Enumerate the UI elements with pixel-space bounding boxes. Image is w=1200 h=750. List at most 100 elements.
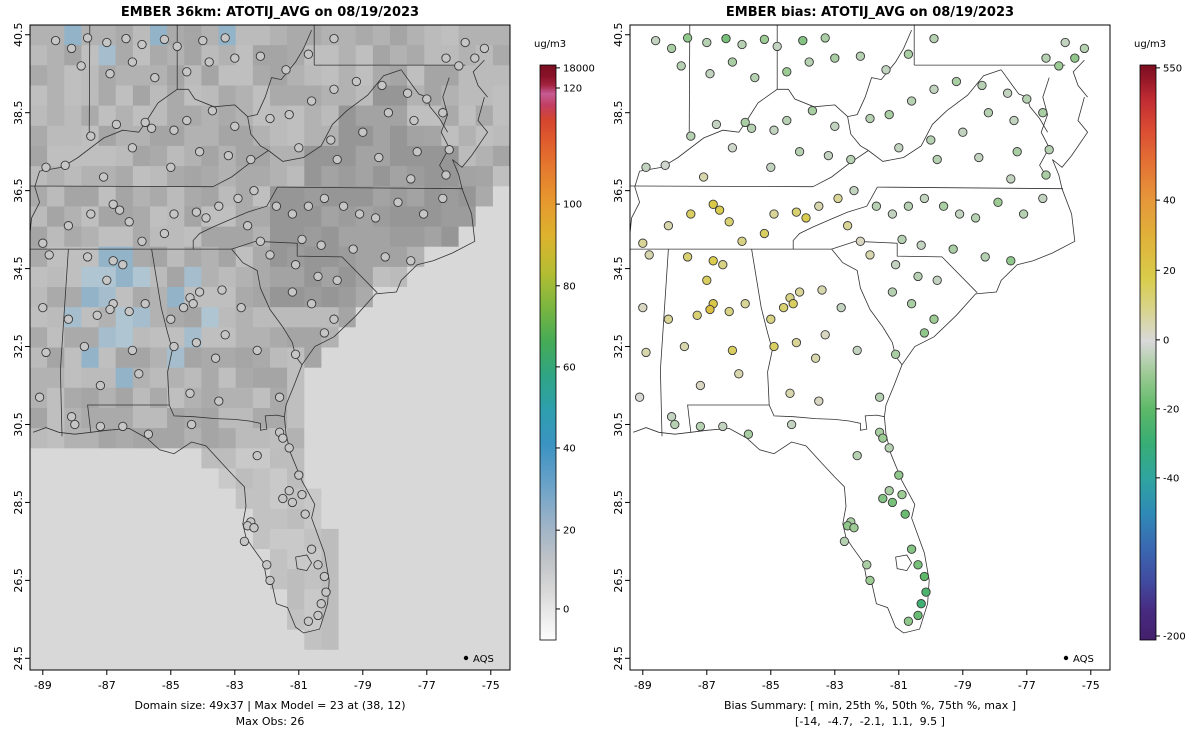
boundary-line [472, 59, 488, 98]
boundary-line [268, 69, 402, 162]
station-dot [727, 57, 738, 67]
station-dot [185, 388, 195, 398]
station-dot [807, 106, 818, 116]
x-tick-label: -75 [482, 679, 500, 692]
station-dot [198, 35, 208, 46]
station-dot [204, 57, 214, 67]
station-dot [380, 252, 390, 262]
y-tick-label: 36.5 [12, 178, 25, 203]
station-dot [846, 154, 856, 165]
station-dot [214, 201, 224, 211]
station-dot [290, 349, 301, 359]
station-dot [948, 244, 958, 254]
station-dot [830, 121, 840, 131]
x-tick-label: -81 [890, 679, 908, 692]
boundary-line [895, 554, 913, 572]
station-dot [111, 119, 122, 130]
colorbar: 550 40 20 0 -20 -40 -200 ug/m3 [1134, 39, 1186, 642]
station-dot [470, 53, 480, 63]
station-dot [220, 330, 230, 340]
station-dot [255, 236, 266, 246]
station-dot [839, 536, 850, 547]
station-dot [38, 302, 48, 313]
station-dot [695, 421, 706, 432]
station-dot [329, 33, 339, 44]
station-dot [479, 43, 490, 54]
station-dot [740, 299, 750, 309]
station-dot [852, 450, 862, 461]
colorbar-tick-label: 40 [563, 443, 576, 454]
colorbar-tick-label: 0 [1163, 335, 1169, 346]
station-dot [1060, 37, 1070, 48]
station-dot [191, 207, 202, 217]
station-dot [316, 599, 326, 609]
station-dot [638, 302, 648, 313]
x-tick-label: -83 [226, 679, 244, 692]
station-dot [679, 341, 690, 352]
model-map-canvas: -89 -87 -85 -83 -81 -79 -77 -75 24.5 26.5 28.5 30.5… [12, 22, 595, 692]
station-dot [297, 489, 307, 500]
station-dot [159, 228, 170, 239]
station-dot [702, 37, 712, 48]
station-dot [903, 201, 914, 211]
station-dot [711, 119, 722, 130]
boundary-line [847, 116, 869, 151]
station-dot [878, 493, 888, 504]
x-tick-label: -85 [162, 679, 180, 692]
station-dot [297, 234, 307, 245]
station-dot [166, 314, 176, 324]
station-dot [666, 412, 677, 422]
station-dot [124, 217, 134, 227]
station-dot [718, 421, 728, 432]
station-dot [438, 193, 448, 204]
x-tick-label: -81 [290, 679, 308, 692]
colorbar-tick-label: -40 [1163, 473, 1179, 484]
model-footer-line1: Domain size: 49x37 | Max Model = 23 at (… [134, 699, 406, 712]
station-dot [887, 209, 898, 219]
station-dot [124, 306, 134, 317]
aqs-legend: AQS [1063, 654, 1094, 665]
station-dot [919, 193, 930, 204]
station-dot [650, 35, 661, 46]
stations-layer [34, 33, 490, 626]
boundary-line [247, 116, 269, 151]
station-dot [220, 33, 230, 43]
aqs-legend-label: AQS [1073, 654, 1094, 665]
boundary-line [877, 186, 1064, 190]
station-dot [137, 236, 147, 246]
station-dot [900, 509, 910, 519]
station-dot [958, 127, 968, 137]
station-dot [82, 252, 93, 262]
boundary-line [630, 185, 814, 188]
station-dot [1070, 53, 1080, 63]
station-dot [319, 328, 330, 338]
station-dot [727, 143, 738, 153]
station-dot [105, 304, 115, 315]
station-dot [98, 172, 109, 182]
station-dot [897, 489, 907, 500]
station-dot [169, 125, 179, 135]
axis-x: -89 -87 -85 -83 -81 -79 -77 -75 [634, 670, 1100, 692]
station-dot [252, 450, 262, 461]
station-dot [287, 497, 298, 508]
station-dot [34, 392, 45, 402]
bias-map-title: EMBER bias: ATOTIJ_AVG on 08/19/2023 [725, 5, 1015, 20]
station-dot [721, 33, 731, 44]
station-dot [865, 575, 875, 586]
station-dot [303, 201, 314, 211]
station-dot [929, 314, 939, 324]
y-tick-label: 28.5 [612, 490, 625, 515]
y-tick-label: 26.5 [12, 568, 25, 593]
boundary-line [88, 25, 91, 137]
station-dot [321, 587, 331, 597]
station-dot [682, 33, 693, 43]
station-dot [146, 123, 157, 133]
boundary-line [30, 185, 214, 188]
station-dot [172, 41, 182, 52]
boundary-line [151, 249, 173, 406]
station-dot [903, 49, 914, 59]
station-dot [798, 35, 808, 46]
axis-x: -89 -87 -85 -83 -81 -79 -77 -75 [34, 670, 500, 692]
station-dot [993, 197, 1003, 207]
